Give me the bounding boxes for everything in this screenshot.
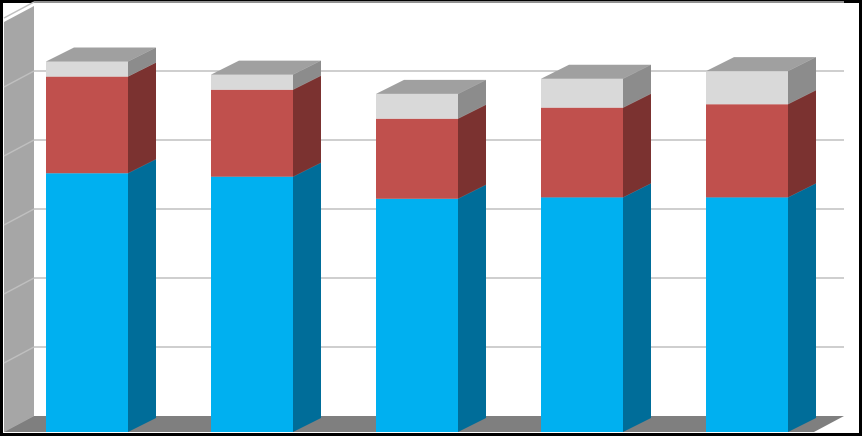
gridline-wall (3, 277, 35, 295)
bar-segment (376, 79, 486, 119)
bar-front-face (46, 173, 128, 432)
bar-top-face (376, 79, 486, 94)
bar-front-face (706, 71, 788, 105)
bar-segment (46, 47, 156, 77)
gridline-wall (3, 1, 35, 19)
bar-side-face (458, 184, 486, 432)
side-wall (4, 6, 34, 432)
bar-side-face (458, 79, 486, 119)
bar-top-face (46, 47, 156, 62)
bar-front-face (376, 93, 458, 119)
bar-top-face (541, 64, 651, 79)
bar-front-face (211, 176, 293, 432)
bar-side-face (623, 183, 651, 432)
bar-side-face (128, 47, 156, 77)
bar-segment (706, 90, 816, 198)
bar-front-face (706, 104, 788, 198)
bar-front-face (211, 89, 293, 177)
bar-segment (211, 75, 321, 177)
bar-side-face (623, 93, 651, 198)
gridline-wall (3, 346, 35, 364)
gridline-wall (3, 208, 35, 226)
bar-front-face (376, 198, 458, 432)
bar-front-face (46, 61, 128, 77)
bar-side-face (458, 104, 486, 199)
bar-top-face (211, 60, 321, 75)
bar-segment (211, 162, 321, 432)
gridline-wall (3, 70, 35, 88)
bar-segment (211, 60, 321, 90)
bar-side-face (293, 162, 321, 432)
bar-side-face (128, 62, 156, 174)
bar-front-face (46, 76, 128, 174)
bar-segment (376, 104, 486, 199)
bar-segment (541, 64, 651, 108)
bar-segment (541, 93, 651, 198)
bar-segment (541, 183, 651, 432)
bar-side-face (623, 64, 651, 108)
bar-side-face (788, 183, 816, 432)
bar-side-face (128, 159, 156, 432)
bar-segment (376, 184, 486, 432)
bar-front-face (376, 118, 458, 199)
bar-segment (706, 183, 816, 432)
gridline-wall (3, 139, 35, 157)
bar-front-face (541, 78, 623, 108)
bar-front-face (706, 197, 788, 432)
bar-side-face (788, 90, 816, 198)
bar-side-face (293, 60, 321, 90)
bar-segment (46, 62, 156, 174)
bar-front-face (541, 107, 623, 198)
bar-front-face (211, 74, 293, 90)
bar-front-face (541, 197, 623, 432)
bars (46, 47, 816, 432)
bar-side-face (293, 75, 321, 177)
bar-side-face (788, 57, 816, 105)
bar-segment (46, 159, 156, 432)
bar-top-face (706, 57, 816, 72)
bar-segment (706, 57, 816, 105)
